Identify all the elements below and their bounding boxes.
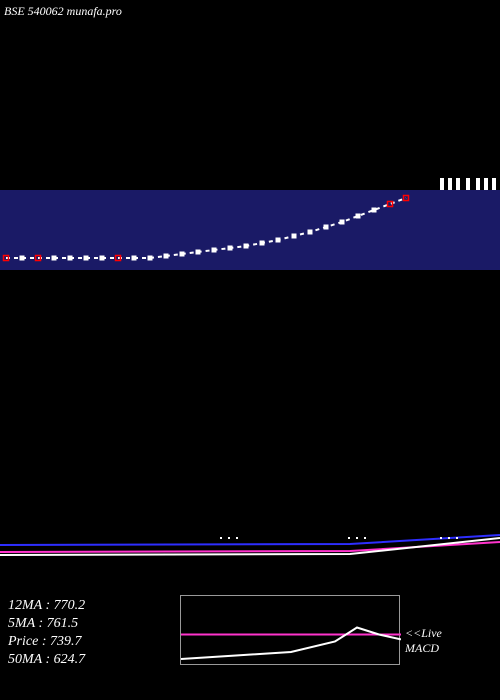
info-row: Price : 739.7 [8, 634, 85, 652]
info-row: 50MA : 624.7 [8, 652, 85, 670]
macd-svg [181, 596, 401, 666]
chart-stage: BSE 540062 munafa.pro 12MA : 770.25MA : … [0, 0, 500, 700]
info-row: 5MA : 761.5 [8, 616, 85, 634]
info-row: 12MA : 770.2 [8, 598, 85, 616]
ma-blue [0, 535, 500, 545]
macd-box [180, 595, 400, 665]
info-block: 12MA : 770.25MA : 761.5Price : 739.750MA… [8, 598, 85, 670]
macd-label-1: <<Live [405, 626, 442, 641]
macd-label-2: MACD [405, 641, 442, 656]
macd-label: <<Live MACD [405, 626, 442, 656]
